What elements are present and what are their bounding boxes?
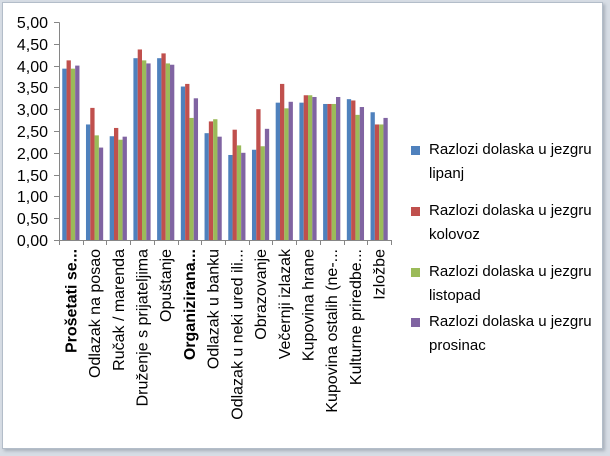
bar-series-2-category-10 [280, 84, 284, 240]
bar-series-2-category-6 [185, 84, 189, 240]
bar-series-2-category-14 [375, 124, 379, 240]
bar-series-3-category-7 [213, 119, 217, 240]
bar-series-4-category-2 [99, 148, 103, 240]
bar-series-1-category-12 [323, 104, 327, 240]
bar-series-1-category-4 [133, 58, 137, 240]
legend-label-kolovoz: Razlozi dolaska u jezgru kolovoz [429, 199, 599, 247]
x-category-label: Opuštanje [158, 249, 175, 322]
bar-series-1-category-1 [62, 69, 66, 240]
legend-swatch-prosinac [411, 318, 420, 327]
bar-series-2-category-8 [233, 130, 237, 240]
bar-series-1-category-14 [371, 112, 375, 240]
legend: Razlozi dolaska u jezgru lipanj Razlozi … [405, 130, 601, 362]
y-tick-label: 3,50 [17, 80, 48, 97]
bar-series-4-category-13 [360, 107, 364, 240]
bar-series-2-category-13 [351, 100, 355, 240]
x-category-label: Kupovina ostalih (ne-... [324, 249, 341, 413]
y-tick-label: 1,00 [17, 189, 48, 206]
bar-series-3-category-5 [166, 63, 170, 240]
bar-series-4-category-8 [241, 153, 245, 240]
bar-series-3-category-6 [189, 118, 193, 240]
bar-series-3-category-13 [355, 115, 359, 240]
x-category-label: Odlazak na posao [87, 249, 104, 378]
x-category-label: Odlazak u neki ured ili... [229, 249, 246, 420]
bar-series-2-category-11 [304, 95, 308, 240]
legend-item-prosinac: Razlozi dolaska u jezgru prosinac [405, 310, 601, 358]
bar-series-1-category-3 [110, 136, 114, 240]
x-category-label: Obrazovanje [253, 249, 270, 340]
x-category-label: Odlazak u banku [206, 249, 223, 369]
bar-series-3-category-14 [379, 124, 383, 240]
x-category-label: Organizirana... [182, 249, 199, 360]
bar-series-3-category-4 [142, 60, 146, 240]
bar-series-4-category-11 [312, 97, 316, 240]
legend-label-prosinac: Razlozi dolaska u jezgru prosinac [429, 310, 599, 358]
bar-series-2-category-9 [256, 109, 260, 240]
bar-series-1-category-11 [299, 103, 303, 240]
legend-item-kolovoz: Razlozi dolaska u jezgru kolovoz [405, 199, 601, 247]
bar-series-2-category-1 [67, 60, 71, 240]
legend-item-listopad: Razlozi dolaska u jezgru listopad [405, 260, 601, 308]
bar-series-1-category-13 [347, 99, 351, 240]
legend-label-lipanj: Razlozi dolaska u jezgru lipanj [429, 138, 599, 186]
x-category-label: Prošetati se... [63, 249, 80, 353]
bar-series-4-category-4 [146, 63, 150, 240]
bar-series-4-category-1 [75, 66, 79, 240]
y-tick-label: 2,50 [17, 124, 48, 141]
bar-series-4-category-6 [194, 98, 198, 240]
bar-series-1-category-7 [205, 133, 209, 240]
bars [62, 49, 387, 240]
y-axis: 0,00 0,50 1,00 1,50 2,00 2,50 3,00 3,50 4,00 4,50… [17, 15, 60, 250]
bar-series-4-category-12 [336, 97, 340, 240]
bar-series-3-category-10 [284, 108, 288, 240]
y-tick-label: 5,00 [17, 15, 48, 32]
y-tick-label: 2,00 [17, 146, 48, 163]
bar-series-3-category-2 [95, 135, 99, 240]
bar-series-4-category-3 [123, 137, 127, 240]
legend-item-lipanj: Razlozi dolaska u jezgru lipanj [405, 138, 601, 186]
bar-series-1-category-5 [157, 58, 161, 240]
x-category-label: Kulturne priredbe... [348, 249, 365, 385]
legend-swatch-kolovoz [411, 207, 420, 216]
bar-series-3-category-9 [261, 146, 265, 240]
bar-series-1-category-10 [276, 103, 280, 240]
x-category-label: Kupovina hrane [301, 249, 318, 361]
bar-series-3-category-11 [308, 95, 312, 240]
bar-series-4-category-7 [217, 137, 221, 240]
x-category-label: Izložbe [372, 249, 389, 300]
x-category-label: Ručak / marenda [111, 249, 128, 371]
y-tick-label: 0,50 [17, 211, 48, 228]
legend-swatch-lipanj [411, 146, 420, 155]
x-axis: Prošetati se... Odlazak na posao Ručak / m… [59, 240, 392, 420]
y-tick-label: 4,50 [17, 37, 48, 54]
x-category-label: Večernji izlazak [277, 248, 294, 359]
bar-series-3-category-1 [71, 69, 75, 240]
bar-series-2-category-2 [90, 108, 94, 240]
legend-label-listopad: Razlozi dolaska u jezgru listopad [429, 260, 599, 308]
bar-series-3-category-3 [118, 140, 122, 240]
bar-series-1-category-2 [86, 124, 90, 240]
bar-series-4-category-9 [265, 129, 269, 240]
bar-series-3-category-8 [237, 145, 241, 240]
bar-series-4-category-5 [170, 65, 174, 240]
y-tick-label: 3,00 [17, 102, 48, 119]
legend-swatch-listopad [411, 268, 420, 277]
bar-series-2-category-5 [161, 53, 165, 240]
y-tick-label: 1,50 [17, 168, 48, 185]
x-category-label: Druženje s prijateljima [135, 249, 152, 406]
bar-series-2-category-12 [327, 104, 331, 240]
bar-series-3-category-12 [332, 104, 336, 240]
bar-series-2-category-4 [138, 49, 142, 240]
bar-series-2-category-7 [209, 121, 213, 240]
y-tick-label: 0,00 [17, 233, 48, 250]
bar-series-4-category-14 [383, 118, 387, 240]
bar-series-1-category-8 [228, 155, 232, 240]
bar-series-2-category-3 [114, 128, 118, 240]
y-tick-label: 4,00 [17, 59, 48, 76]
bar-series-1-category-9 [252, 150, 256, 240]
bar-series-4-category-10 [289, 102, 293, 240]
bar-series-1-category-6 [181, 87, 185, 240]
